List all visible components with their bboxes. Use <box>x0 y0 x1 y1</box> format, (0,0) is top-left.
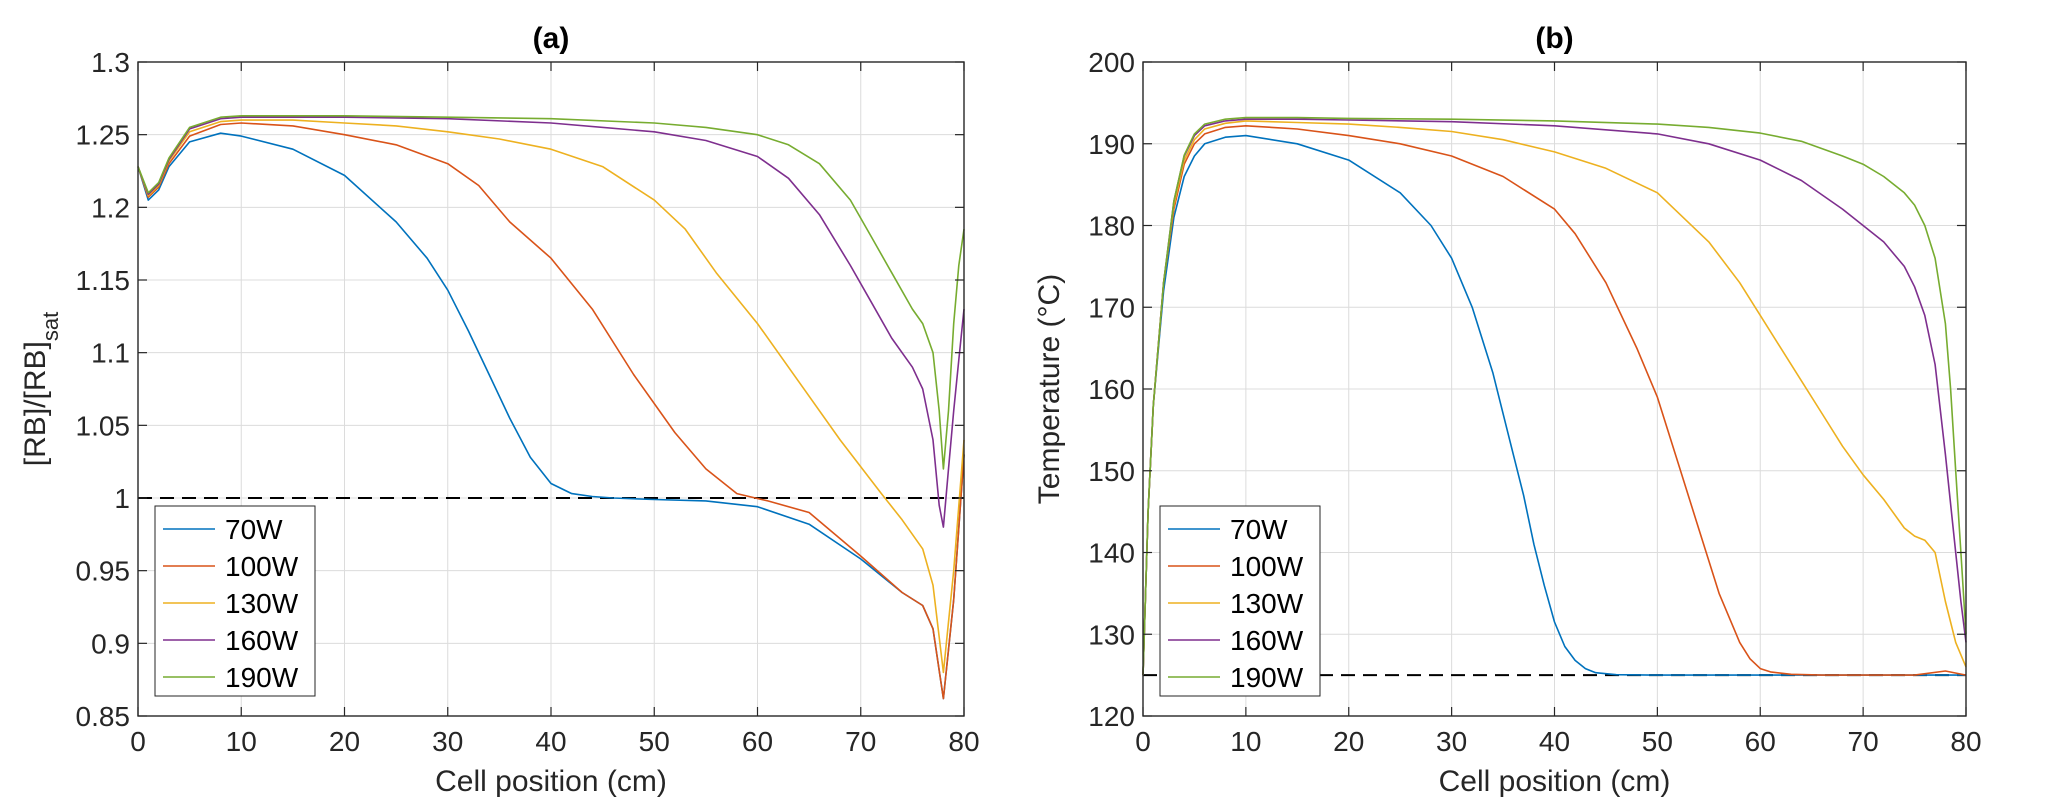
panel-a: 0 10 20 30 40 50 60 70 80 0.85 0.9 0.95 1 1.05 1.1 1.15… <box>19 22 980 798</box>
panel-a-x-axis-label: Cell position (cm) <box>435 765 667 798</box>
panel-a-xtick-label: 60 <box>742 726 773 757</box>
panel-a-ytick-label: 1.3 <box>91 47 130 78</box>
panel-b-line-130W <box>1142 120 1967 676</box>
panel-b-legend: 70W 100W 130W 160W 190W <box>1159 505 1321 697</box>
panel-b-x-axis-label: Cell position (cm) <box>1439 765 1671 798</box>
panel-b-legend-label-160W: 160W <box>1230 625 1304 656</box>
panel-b-title: (b) <box>1535 22 1573 55</box>
panel-a-ytick-label: 1 <box>114 483 130 514</box>
panel-a-ytick-label: 0.95 <box>76 556 131 587</box>
panel-a-legend-label-190W: 190W <box>225 662 299 693</box>
panel-b-xtick-label: 10 <box>1230 726 1261 757</box>
panel-a-ticks: 0 10 20 30 40 50 60 70 80 0.85 0.9 0.95 1 1.05 1.1 1.15… <box>76 47 980 757</box>
panel-b-xtick-label: 50 <box>1642 726 1673 757</box>
panel-a-xtick-label: 0 <box>130 726 146 757</box>
panel-a-ytick-label: 1.05 <box>76 410 131 441</box>
panel-b-line-100W <box>1142 125 1967 676</box>
panel-b-ytick-label: 190 <box>1088 129 1135 160</box>
panel-b-y-axis-label-main: Temperature (°C) <box>1033 274 1066 504</box>
panel-b-legend-label-190W: 190W <box>1230 662 1304 693</box>
panel-b-ytick-label: 180 <box>1088 211 1135 242</box>
panel-b: 0 10 20 30 40 50 60 70 80 120 130 140 150 160 170 180 19… <box>1033 22 1982 798</box>
panel-b-xtick-label: 70 <box>1848 726 1879 757</box>
panel-a-xtick-label: 80 <box>948 726 979 757</box>
panel-b-xtick-label: 20 <box>1333 726 1364 757</box>
panel-a-legend-label-160W: 160W <box>225 625 299 656</box>
panel-b-ytick-label: 170 <box>1088 292 1135 323</box>
panel-b-legend-label-70W: 70W <box>1230 514 1288 545</box>
panel-a-ytick-label: 1.2 <box>91 192 130 223</box>
panel-a-ytick-label: 1.15 <box>76 265 131 296</box>
panel-b-line-70W <box>1142 134 1966 676</box>
panel-a-xtick-label: 10 <box>226 726 257 757</box>
panel-a-series <box>137 115 965 700</box>
panel-a-legend-box <box>154 505 316 697</box>
panel-b-ytick-label: 130 <box>1088 619 1135 650</box>
panel-a-line-160W <box>137 116 965 528</box>
panel-a-legend-label-70W: 70W <box>225 514 283 545</box>
panel-a-title: (a) <box>533 22 570 55</box>
panel-a-xtick-label: 40 <box>535 726 566 757</box>
panel-b-series <box>1142 116 1967 676</box>
panel-b-xtick-label: 80 <box>1950 726 1981 757</box>
panel-b-legend-label-100W: 100W <box>1230 551 1304 582</box>
panel-a-y-axis-label-main: [RB]/[RB] <box>19 341 52 466</box>
panel-a-legend-label-130W: 130W <box>225 588 299 619</box>
panel-a-legend-label-100W: 100W <box>225 551 299 582</box>
panel-a-y-axis-label: [RB]/[RB]sat <box>19 312 63 466</box>
panel-b-legend-label-130W: 130W <box>1230 588 1304 619</box>
panel-b-ytick-label: 140 <box>1088 538 1135 569</box>
panel-a-legend: 70W 100W 130W 160W 190W <box>154 505 316 697</box>
panel-b-ytick-label: 120 <box>1088 701 1135 732</box>
panel-a-xtick-label: 30 <box>432 726 463 757</box>
panel-a-ytick-label: 0.9 <box>91 628 130 659</box>
panel-a-ytick-label: 0.85 <box>76 701 131 732</box>
panel-a-ytick-label: 1.25 <box>76 120 131 151</box>
panel-a-line-100W <box>137 122 965 700</box>
panel-a-ytick-label: 1.1 <box>91 338 130 369</box>
panel-a-y-axis-label-subscript: sat <box>38 312 63 341</box>
panel-b-xtick-label: 60 <box>1745 726 1776 757</box>
panel-b-ytick-label: 200 <box>1088 47 1135 78</box>
panel-b-ticks: 0 10 20 30 40 50 60 70 80 120 130 140 150 160 170 180 19… <box>1088 47 1981 757</box>
panel-b-xtick-label: 40 <box>1539 726 1570 757</box>
panel-b-ytick-label: 150 <box>1088 456 1135 487</box>
panel-a-xtick-label: 70 <box>845 726 876 757</box>
panel-b-xtick-label: 30 <box>1436 726 1467 757</box>
panel-b-legend-box <box>1159 505 1321 697</box>
panel-a-xtick-label: 50 <box>639 726 670 757</box>
panel-b-line-190W <box>1142 116 1967 676</box>
panel-a-xtick-label: 20 <box>329 726 360 757</box>
panel-a-line-130W <box>137 119 965 674</box>
panel-b-ytick-label: 160 <box>1088 374 1135 405</box>
panel-b-y-axis-label: Temperature (°C) <box>1033 274 1066 504</box>
panel-b-xtick-label: 0 <box>1135 726 1151 757</box>
panel-a-line-190W <box>137 115 965 470</box>
